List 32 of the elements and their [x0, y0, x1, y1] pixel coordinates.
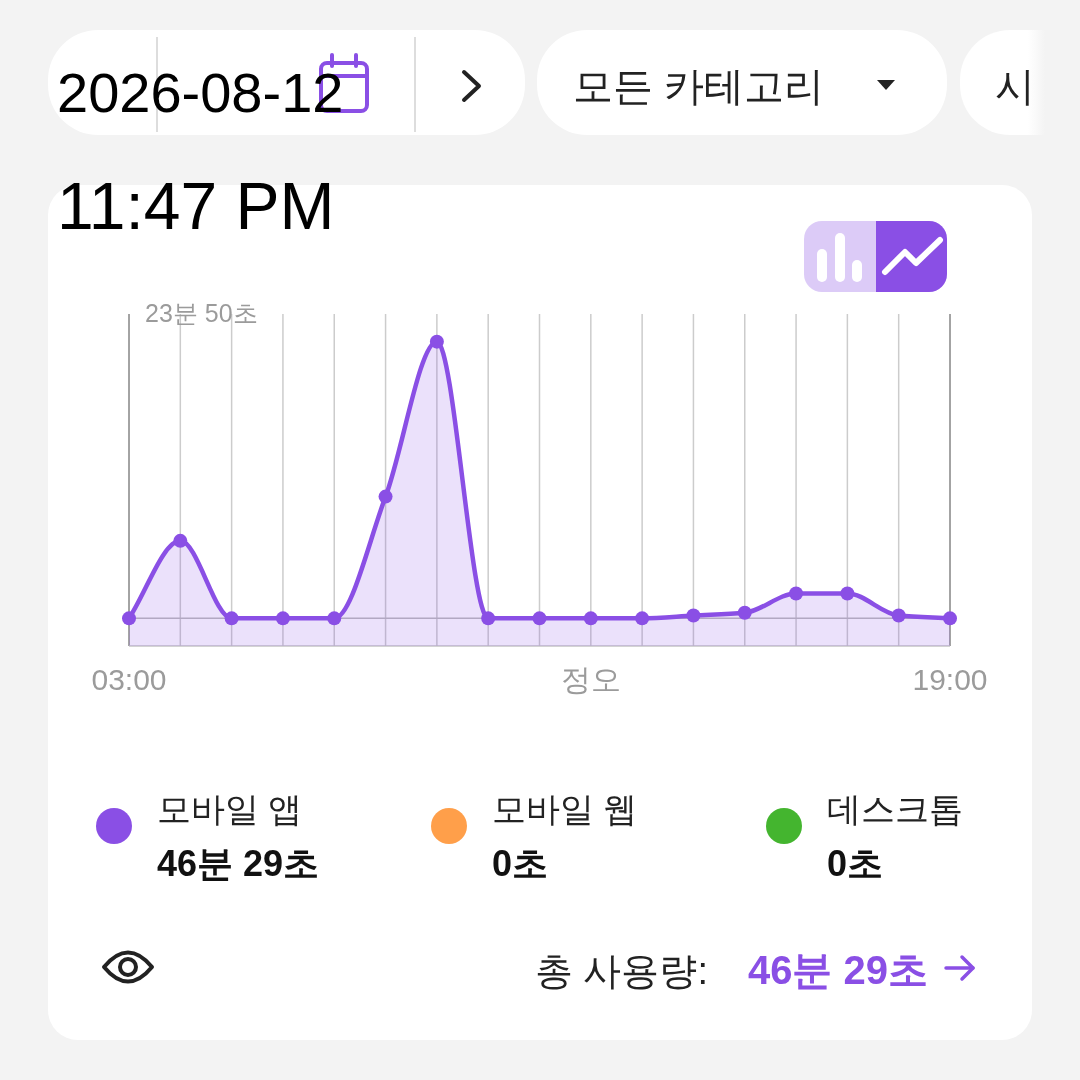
point	[583, 611, 598, 626]
text: 0초	[492, 843, 549, 884]
point	[224, 611, 239, 626]
point	[275, 611, 290, 626]
text: 모든 카테고리	[573, 64, 825, 108]
point	[173, 533, 188, 548]
x-tick-label: 03:00	[91, 663, 167, 696]
text: 23분 50초	[145, 299, 258, 327]
x-tick-label: 19:00	[912, 663, 988, 696]
legend-label: 데스크톱	[827, 790, 963, 828]
point	[686, 608, 701, 623]
point	[840, 586, 855, 601]
text: 46분 29초	[747, 948, 928, 992]
point	[891, 608, 906, 623]
point	[737, 605, 752, 620]
legend-label: 모바일 웹	[492, 790, 638, 828]
point	[943, 611, 957, 626]
point	[122, 611, 136, 626]
text: 시	[995, 64, 1035, 108]
legend-label: 모바일 앱	[157, 790, 303, 828]
point	[378, 489, 393, 504]
text: 46분 29초	[157, 843, 320, 884]
point	[481, 611, 496, 626]
point	[635, 611, 650, 626]
text: 11:47 PM	[57, 169, 335, 243]
text: 총 사용량:	[534, 950, 708, 992]
text: 0초	[827, 843, 884, 884]
point	[789, 586, 804, 601]
x-tick-label: 정오	[560, 663, 621, 696]
point	[429, 334, 444, 349]
point	[532, 611, 547, 626]
point	[327, 611, 342, 626]
